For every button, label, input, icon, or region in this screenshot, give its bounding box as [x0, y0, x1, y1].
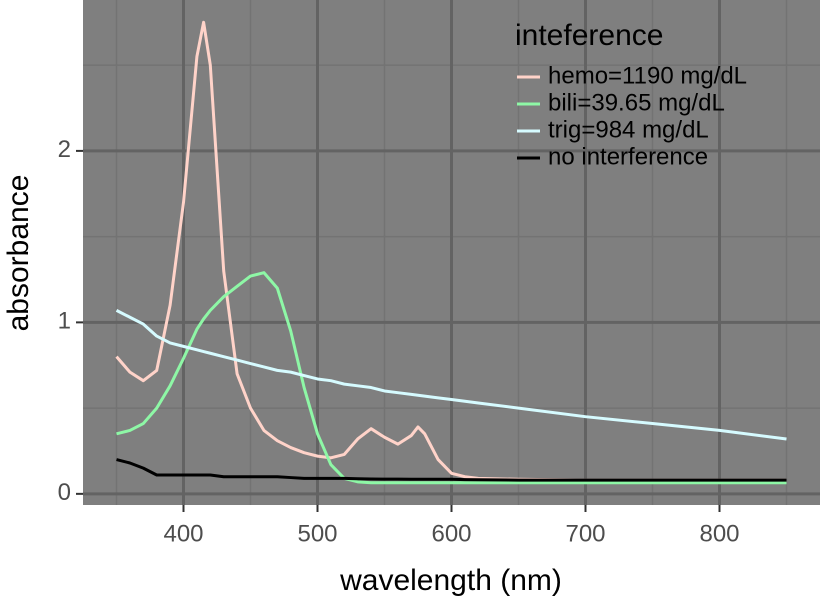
x-axis-title: wavelength (nm)	[339, 564, 562, 597]
series-line	[116, 271, 787, 485]
x-tick-label: 800	[699, 520, 739, 547]
y-axis-title: absorbance	[2, 175, 35, 332]
y-tick-label: 1	[58, 308, 71, 335]
series-line	[115, 309, 787, 441]
legend-label: hemo=1190 mg/dL	[548, 62, 747, 89]
y-tick-label: 0	[58, 479, 71, 506]
y-tick-label: 2	[58, 136, 71, 163]
legend-label: no interference	[548, 143, 708, 170]
legend-label: trig=984 mg/dL	[548, 116, 709, 143]
x-tick-label: 400	[163, 520, 203, 547]
x-tick-label: 500	[297, 520, 337, 547]
x-tick-label: 700	[565, 520, 605, 547]
x-tick-label: 600	[431, 520, 471, 547]
axes: 400 500 600 700 800 0 1 2	[58, 136, 740, 547]
plot-lines	[115, 20, 787, 485]
grid	[83, 0, 820, 505]
legend-title: inteference	[515, 19, 663, 52]
series-line	[115, 20, 787, 482]
legend-label: bili=39.65 mg/dL	[548, 89, 725, 116]
series-line	[116, 458, 787, 482]
